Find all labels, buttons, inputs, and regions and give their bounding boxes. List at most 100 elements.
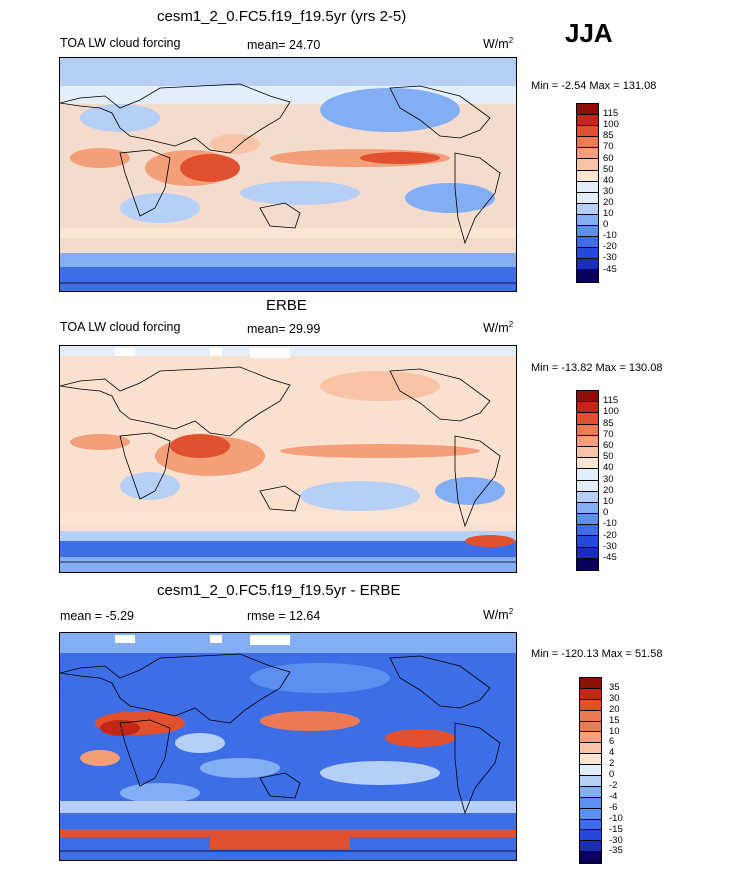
colorbar-tick-label: 20	[603, 484, 614, 496]
colorbar-box	[580, 808, 601, 820]
colorbar-box	[577, 115, 598, 127]
colorbar-tick-label: -2	[609, 780, 618, 791]
panel-2-mean: mean= 29.99	[247, 322, 321, 336]
colorbar-box	[580, 786, 601, 798]
colorbar-box	[580, 721, 601, 733]
colorbar-tick-label: 35	[609, 681, 620, 693]
colorbar-box	[580, 754, 601, 766]
colorbar-box	[580, 819, 601, 831]
colorbar-tick-label: 70	[603, 141, 614, 153]
colorbar-tick-label: -30	[603, 540, 617, 552]
colorbar-box	[577, 469, 598, 481]
colorbar-tick-label: 115	[603, 108, 619, 120]
colorbar-tick-label: -4	[609, 790, 618, 802]
colorbar-tick-label: 40	[603, 462, 614, 474]
colorbar-box	[577, 514, 598, 526]
colorbar-tick-label: 0	[603, 219, 609, 231]
colorbar-tick-label: 115	[603, 395, 619, 407]
colorbar-tick-label: 100	[603, 119, 619, 131]
colorbar-tick-label: 85	[603, 130, 614, 142]
panel-1-colorbar	[576, 103, 599, 283]
colorbar-tick-label: 40	[603, 174, 614, 186]
colorbar-box	[577, 137, 598, 149]
colorbar-tick-label: -10	[603, 230, 617, 242]
colorbar-box	[577, 435, 598, 447]
panel-2-variable: TOA LW cloud forcing	[60, 320, 181, 334]
panel-3-colorbar	[579, 677, 602, 865]
colorbar-tick-label: 60	[603, 440, 614, 451]
colorbar-box	[577, 148, 598, 160]
panel-1-variable: TOA LW cloud forcing	[60, 36, 181, 50]
colorbar-box	[577, 424, 598, 436]
panel-3-title: cesm1_2_0.FC5.f19_f19.5yr - ERBE	[157, 582, 401, 599]
colorbar-box	[577, 446, 598, 459]
colorbar-tick-label: 15	[609, 714, 620, 726]
panel-2-units: W/m2	[483, 320, 514, 336]
colorbar-box	[577, 226, 598, 238]
colorbar-tick-label: -10	[609, 812, 623, 824]
colorbar-box	[577, 391, 598, 403]
colorbar-tick-label: 100	[603, 406, 619, 418]
colorbar-box	[577, 203, 598, 215]
colorbar-tick-label: -10	[603, 518, 617, 530]
colorbar-tick-label: 30	[603, 185, 614, 197]
panel-3-mean: mean = -5.29	[60, 609, 135, 623]
colorbar-box	[577, 104, 598, 116]
colorbar-box	[577, 214, 598, 227]
colorbar-box	[580, 678, 601, 689]
colorbar-box	[577, 558, 598, 570]
colorbar-box	[577, 192, 598, 204]
colorbar-tick-label: 85	[603, 417, 614, 429]
season-label: JJA	[565, 18, 613, 48]
colorbar-tick-label: 10	[609, 725, 620, 737]
colorbar-box	[580, 688, 601, 700]
colorbar-tick-label: 0	[609, 769, 615, 781]
panel-2-minmax: Min = -13.82 Max = 130.08	[531, 362, 663, 374]
panel-1-map	[59, 57, 517, 292]
colorbar-tick-label: -20	[603, 529, 617, 541]
colorbar-tick-label: -6	[609, 801, 618, 813]
panel-3-map	[59, 632, 517, 861]
colorbar-box	[580, 841, 601, 853]
colorbar-box	[577, 270, 598, 282]
colorbar-box	[577, 170, 598, 182]
colorbar-tick-label: 10	[603, 208, 614, 219]
panel-1-mean: mean= 24.70	[247, 38, 321, 52]
panel-2-colorbar	[576, 390, 599, 571]
colorbar-tick-label: 4	[609, 747, 615, 759]
colorbar-tick-label: 60	[603, 152, 614, 164]
colorbar-tick-label: -20	[603, 241, 617, 253]
colorbar-box	[577, 536, 598, 548]
colorbar-box	[580, 776, 601, 787]
colorbar-tick-label: -30	[603, 252, 617, 264]
colorbar-box	[577, 525, 598, 537]
colorbar-box	[580, 699, 601, 711]
colorbar-tick-label: 6	[609, 736, 615, 748]
colorbar-box	[577, 413, 598, 425]
colorbar-tick-label: -30	[609, 834, 623, 846]
colorbar-box	[577, 502, 598, 515]
panel-1-title: cesm1_2_0.FC5.f19_f19.5yr (yrs 2-5)	[157, 8, 407, 25]
panel-1-minmax: Min = -2.54 Max = 131.08	[531, 80, 657, 92]
colorbar-tick-label: 50	[603, 163, 614, 175]
colorbar-tick-label: 10	[603, 496, 614, 507]
colorbar-box	[577, 259, 598, 271]
colorbar-box	[580, 710, 601, 722]
colorbar-box	[577, 402, 598, 414]
colorbar-tick-label: 20	[609, 703, 620, 715]
colorbar-box	[580, 732, 601, 744]
colorbar-box	[580, 765, 601, 777]
colorbar-tick-label: 0	[603, 507, 609, 519]
panel-1-units: W/m2	[483, 36, 514, 52]
colorbar-box	[577, 480, 598, 492]
colorbar-box	[577, 159, 598, 171]
colorbar-tick-label: 2	[609, 758, 615, 770]
colorbar-box	[577, 547, 598, 559]
colorbar-box	[577, 181, 598, 193]
colorbar-box	[580, 830, 601, 842]
colorbar-box	[577, 458, 598, 470]
colorbar-box	[577, 491, 598, 503]
colorbar-tick-label: -45	[603, 263, 617, 275]
panel-2-map	[59, 345, 517, 573]
panel-3-rmse: rmse = 12.64	[247, 609, 321, 623]
